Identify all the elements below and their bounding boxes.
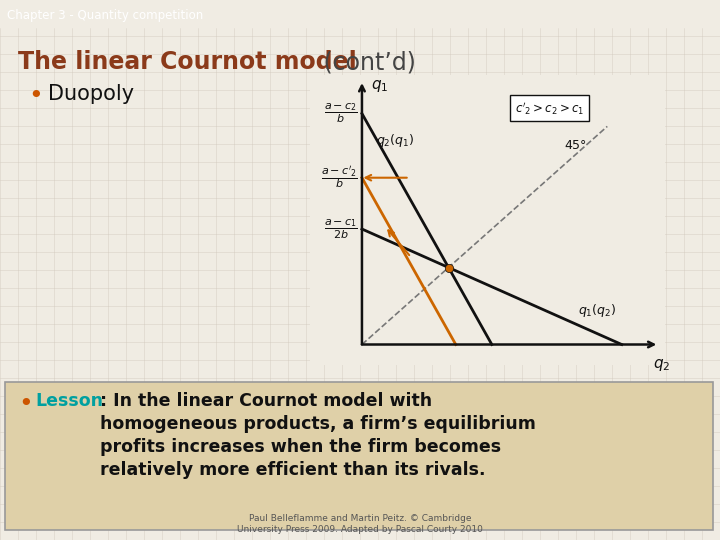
Text: $q_2(q_1)$: $q_2(q_1)$ bbox=[377, 132, 415, 150]
Text: The linear Cournot model: The linear Cournot model bbox=[18, 50, 356, 74]
Text: Lesson: Lesson bbox=[35, 392, 103, 410]
Text: (cont’d): (cont’d) bbox=[316, 50, 416, 74]
Text: $c'_2 > c_2 > c_1$: $c'_2 > c_2 > c_1$ bbox=[515, 100, 584, 117]
Text: $\dfrac{a-c_1}{2b}$: $\dfrac{a-c_1}{2b}$ bbox=[324, 218, 358, 241]
Text: $45°$: $45°$ bbox=[564, 139, 587, 152]
Text: $q_1(q_2)$: $q_1(q_2)$ bbox=[578, 302, 617, 319]
Text: Paul Belleflamme and Martin Peitz. © Cambridge
University Press 2009. Adapted by: Paul Belleflamme and Martin Peitz. © Cam… bbox=[237, 514, 483, 534]
FancyBboxPatch shape bbox=[5, 382, 713, 530]
Text: Duopoly: Duopoly bbox=[48, 84, 134, 104]
Text: : In the linear Cournot model with
homogeneous products, a firm’s equilibrium
pr: : In the linear Cournot model with homog… bbox=[100, 392, 536, 479]
Text: $q_1$: $q_1$ bbox=[371, 78, 388, 93]
Text: •: • bbox=[18, 392, 32, 416]
Text: •: • bbox=[28, 84, 42, 108]
Text: $q_2$: $q_2$ bbox=[654, 357, 671, 373]
Text: $\dfrac{a-c_2}{b}$: $\dfrac{a-c_2}{b}$ bbox=[324, 102, 358, 125]
Text: Chapter 3 - Quantity competition: Chapter 3 - Quantity competition bbox=[7, 9, 204, 22]
Text: $\dfrac{a-c'_2}{b}$: $\dfrac{a-c'_2}{b}$ bbox=[320, 165, 358, 191]
